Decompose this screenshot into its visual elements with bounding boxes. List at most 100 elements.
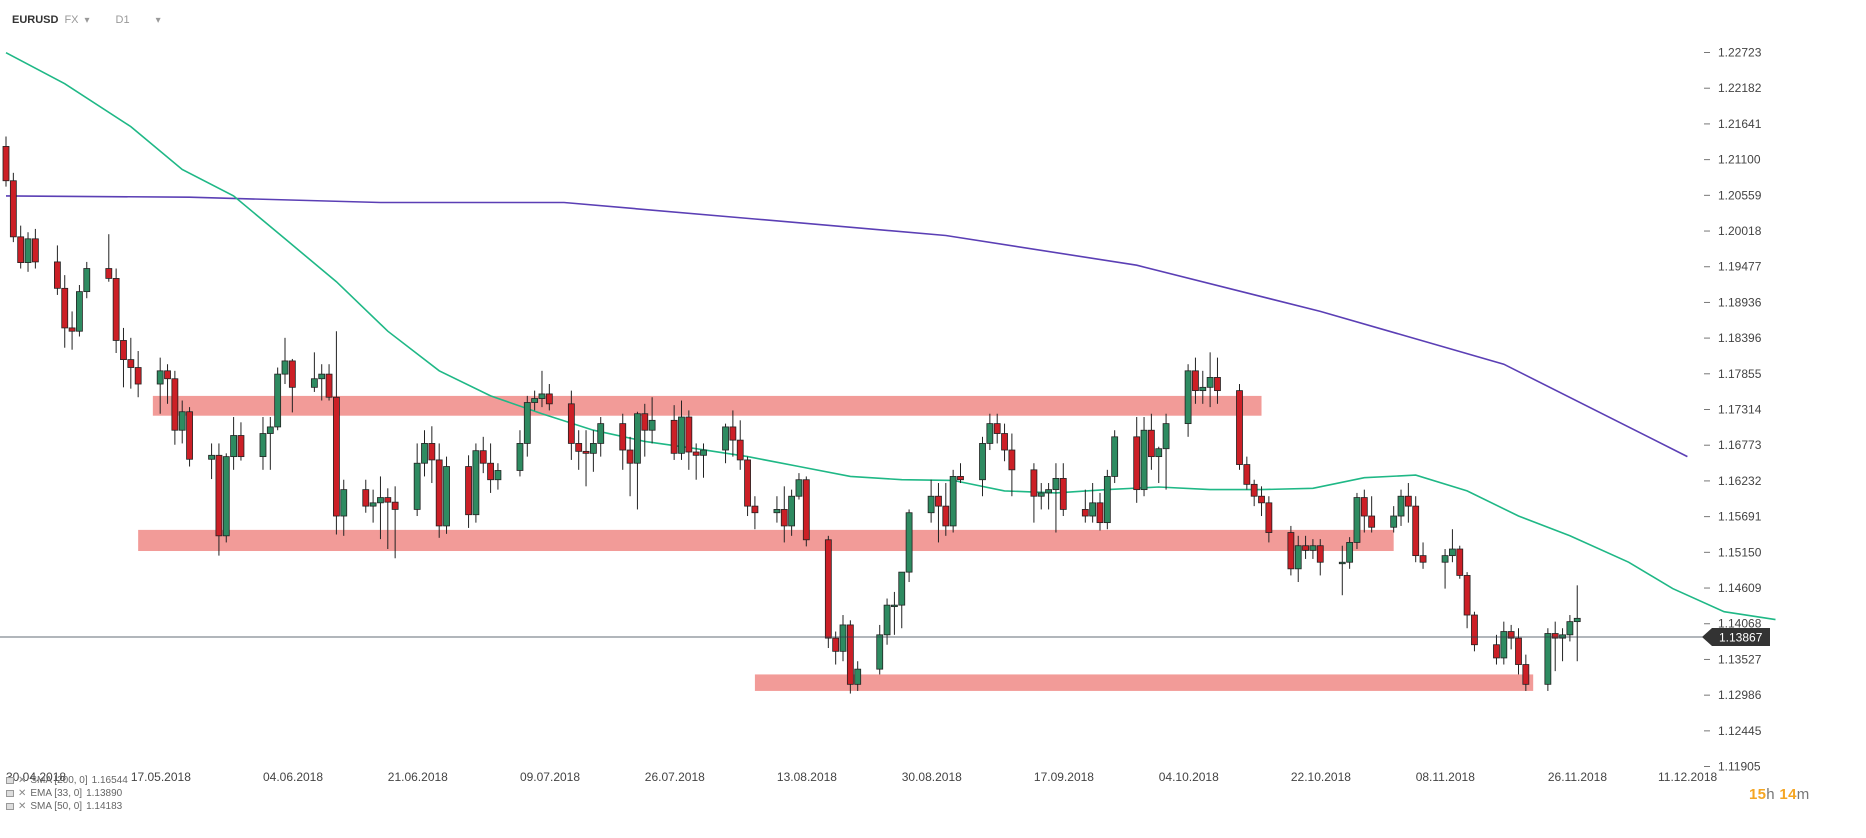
remove-indicator-icon[interactable]: ✕ [18, 775, 27, 786]
candle-13 [127, 337, 135, 389]
candle-body [898, 571, 906, 606]
indicator-settings-icon[interactable] [6, 777, 14, 784]
candle-body [377, 497, 384, 504]
candle-body [186, 411, 193, 460]
candle-117 [1199, 370, 1207, 404]
sma200-line [5, 195, 1688, 458]
candle-99 [1008, 433, 1016, 497]
candle-8 [76, 285, 83, 337]
candle-body [729, 426, 737, 441]
candle-85 [876, 624, 884, 675]
candle-body [634, 413, 641, 464]
candle-22 [222, 453, 230, 543]
candle-132 [1353, 492, 1361, 550]
candle-body [288, 360, 296, 388]
candle-body [1089, 502, 1097, 517]
price-tick-label: 1.20018 [1718, 224, 1762, 238]
candle-body [531, 398, 539, 403]
candle-92 [942, 483, 950, 536]
candle-4 [31, 228, 39, 269]
timeframe-label[interactable]: D1 [115, 14, 130, 26]
price-tick-label: 1.12986 [1718, 688, 1762, 702]
candle-105 [1081, 489, 1089, 523]
market-dropdown-icon[interactable]: ▾ [84, 14, 90, 26]
candle-49 [494, 463, 502, 490]
candle-54 [545, 384, 553, 411]
remove-indicator-icon[interactable]: ✕ [18, 788, 27, 799]
candle-body [53, 261, 61, 289]
candle-body [1390, 515, 1398, 528]
indicator-label: SMA [200, 0] [30, 775, 88, 786]
candle-74 [751, 496, 759, 530]
candle-body [156, 370, 164, 385]
price-tick-label: 1.16232 [1718, 474, 1762, 488]
candle-body [567, 403, 575, 444]
candle-body [325, 373, 333, 398]
symbol-label[interactable]: EURUSD [12, 14, 59, 26]
candle-110 [1133, 417, 1141, 503]
candle-body [340, 489, 348, 517]
indicator-settings-icon[interactable] [6, 790, 14, 797]
candle-34 [340, 479, 348, 536]
candle-body [832, 637, 840, 652]
candle-body [428, 443, 436, 461]
candle-3 [24, 232, 32, 272]
candle-body [1214, 377, 1221, 392]
candle-109 [1111, 430, 1119, 484]
market-label[interactable]: FX [64, 14, 79, 26]
candle-82 [839, 615, 847, 662]
candle-body [949, 476, 957, 527]
indicator-settings-icon[interactable] [6, 803, 14, 810]
candle-73 [744, 456, 751, 517]
countdown-minutes: 14 [1779, 786, 1797, 803]
support-resistance-zones [138, 395, 1534, 691]
candle-88 [898, 571, 906, 629]
moving-average-lines [5, 51, 1776, 621]
countdown-minutes-unit: m [1796, 786, 1810, 803]
candle-body [700, 449, 707, 456]
legend-row-sma200[interactable]: ✕ SMA [200, 0] 1.16544 [6, 774, 128, 787]
candle-46 [472, 443, 480, 523]
candle-body [274, 373, 282, 428]
candle-64 [648, 397, 656, 444]
candle-body [905, 512, 913, 573]
candle-1 [9, 172, 17, 243]
candle-body [281, 360, 289, 375]
candle-body [127, 359, 135, 368]
candle-body [1037, 492, 1045, 497]
candle-24 [237, 422, 245, 461]
candle-12 [120, 327, 127, 388]
candle-114 [1162, 413, 1170, 490]
candle-body [1052, 478, 1060, 491]
candle-body [744, 459, 751, 507]
remove-indicator-icon[interactable]: ✕ [18, 801, 27, 812]
candle-body [1441, 555, 1449, 563]
candle-body [678, 416, 685, 454]
countdown-hours-unit: h [1766, 786, 1775, 803]
candle-94 [957, 463, 964, 484]
candle-body [1360, 497, 1368, 517]
zone-2 [754, 674, 1534, 691]
price-tick-label: 1.22723 [1718, 46, 1762, 60]
candle-78 [795, 473, 803, 500]
candle-61 [626, 436, 634, 497]
candle-body [134, 367, 142, 385]
candle-body [259, 433, 267, 458]
candle-55 [567, 390, 575, 460]
candle-79 [802, 476, 810, 547]
candle-body [1419, 555, 1427, 563]
candle-146 [1500, 621, 1508, 665]
candle-body [619, 423, 627, 451]
candle-142 [1456, 545, 1464, 579]
date-tick-label: 17.09.2018 [1034, 770, 1094, 784]
candle-80 [824, 535, 832, 649]
legend-row-sma50[interactable]: ✕ SMA [50, 0] 1.14183 [6, 800, 128, 813]
candle-33 [332, 331, 340, 535]
timeframe-dropdown-icon[interactable]: ▾ [155, 14, 161, 26]
legend-row-ema33[interactable]: ✕ EMA [33, 0] 1.13890 [6, 787, 128, 800]
candle-35 [362, 479, 370, 513]
candle-body [648, 419, 656, 431]
candle-116 [1192, 357, 1199, 404]
candle-body [1206, 377, 1214, 388]
